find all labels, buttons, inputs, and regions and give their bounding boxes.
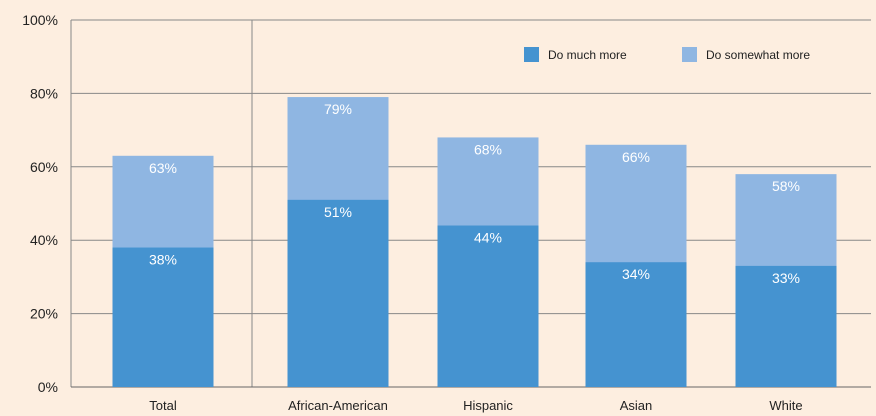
legend-label: Do somewhat more	[706, 48, 810, 62]
bar-do-much-more	[437, 225, 539, 387]
y-axis-ticks: 0% 20% 40% 60% 80% 100%	[22, 12, 58, 395]
y-tick-label: 0%	[38, 379, 58, 395]
data-label-do-much-more: 44%	[474, 230, 502, 246]
legend-label: Do much more	[548, 48, 627, 62]
legend: Do much more Do somewhat more	[524, 47, 810, 62]
data-labels: 63% 38% 79% 51% 68% 44% 66% 34% 58% 33%	[149, 101, 800, 286]
data-label-do-much-more: 33%	[772, 270, 800, 286]
data-label-do-much-more: 38%	[149, 252, 177, 268]
data-label-do-somewhat-more: 63%	[149, 160, 177, 176]
y-tick-label: 100%	[22, 12, 58, 28]
x-tick-label: Asian	[620, 398, 653, 413]
y-tick-label: 60%	[30, 159, 58, 175]
bars	[112, 97, 837, 387]
y-tick-label: 80%	[30, 85, 58, 101]
bar-do-much-more	[287, 199, 389, 387]
y-tick-label: 20%	[30, 306, 58, 322]
legend-swatch	[682, 47, 697, 62]
bar-do-much-more	[585, 262, 687, 387]
data-label-do-somewhat-more: 79%	[324, 101, 352, 117]
data-label-do-somewhat-more: 58%	[772, 178, 800, 194]
data-label-do-much-more: 34%	[622, 266, 650, 282]
x-tick-label: White	[769, 398, 802, 413]
data-label-do-somewhat-more: 68%	[474, 141, 502, 157]
legend-swatch	[524, 47, 539, 62]
bar-do-much-more	[735, 265, 837, 387]
bar-do-much-more	[112, 247, 214, 387]
data-label-do-much-more: 51%	[324, 204, 352, 220]
x-tick-label: Total	[149, 398, 177, 413]
x-axis-ticks: Total African-American Hispanic Asian White	[149, 398, 802, 413]
data-label-do-somewhat-more: 66%	[622, 149, 650, 165]
x-tick-label: Hispanic	[463, 398, 513, 413]
x-tick-label: African-American	[288, 398, 388, 413]
y-tick-label: 40%	[30, 232, 58, 248]
